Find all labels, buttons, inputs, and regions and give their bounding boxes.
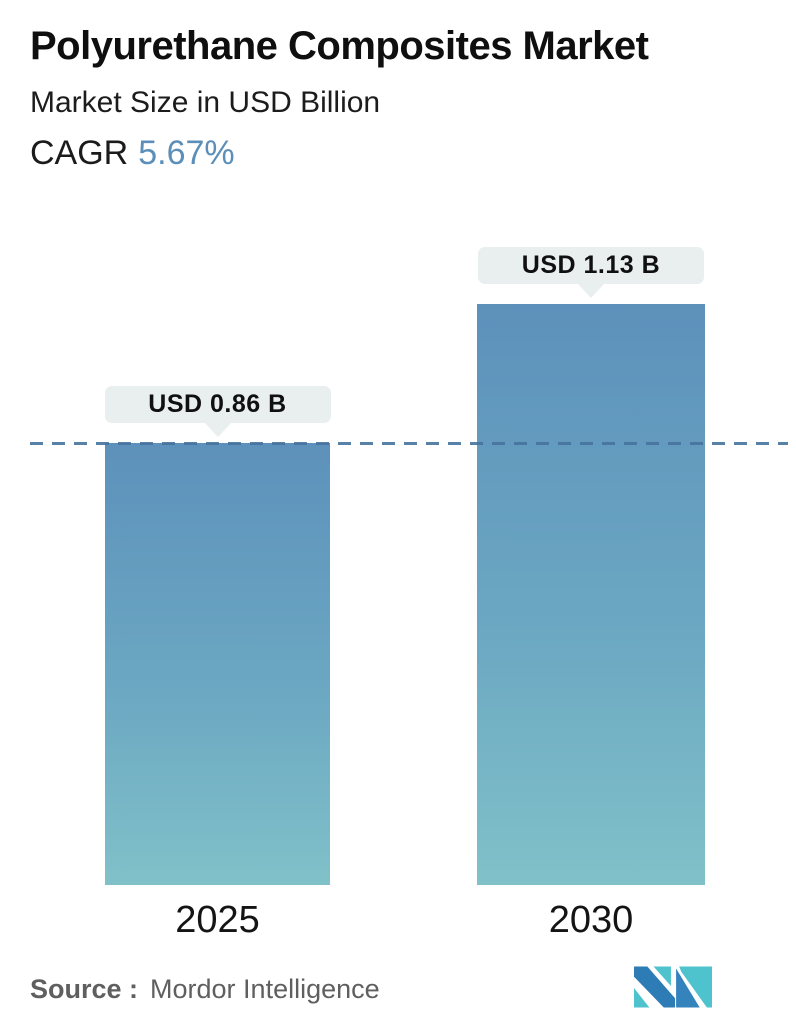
reference-dashed-line [30, 442, 788, 445]
bar-2025 [105, 443, 330, 885]
source-name: Mordor Intelligence [150, 974, 380, 1004]
logo-blue-left-band [634, 966, 676, 1008]
value-label-2025: USD 0.86 B [148, 390, 287, 418]
value-bubble-2025: USD 0.86 B [104, 386, 331, 437]
bar-group-2030: USD 1.13 B 2030 [477, 0, 705, 941]
logo-teal-right-band [679, 966, 712, 1008]
source-label: Source : [30, 974, 139, 1004]
cagr-label: CAGR [30, 134, 129, 172]
bubble-pointer-2025 [204, 423, 231, 437]
cagr-line: CAGR 5.67% [30, 134, 235, 173]
logo-blue-right-triangle [676, 968, 700, 1008]
source-line: Source : Mordor Intelligence [30, 974, 380, 1005]
bar-group-2025: USD 0.86 B 2025 [104, 0, 331, 941]
x-axis-label-2025: 2025 [175, 899, 260, 941]
bubble-pointer-2030 [578, 284, 604, 298]
logo-teal-center-wedge [653, 966, 671, 986]
value-label-2030: USD 1.13 B [521, 251, 661, 279]
value-bubble-2030: USD 1.13 B [478, 247, 704, 298]
mordor-intelligence-logo [634, 966, 712, 1008]
cagr-value: 5.67% [138, 134, 235, 172]
logo-teal-bottom-left [634, 988, 650, 1008]
x-axis-label-2030: 2030 [548, 899, 634, 941]
chart-subtitle: Market Size in USD Billion [30, 86, 381, 119]
bar-2030 [477, 304, 705, 885]
page-title: Polyurethane Composites Market [30, 24, 649, 68]
